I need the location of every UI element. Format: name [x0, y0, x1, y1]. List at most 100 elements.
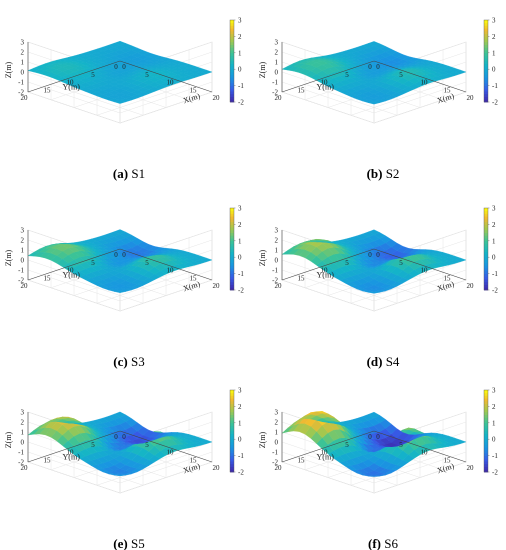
colorbar-segment [484, 414, 488, 418]
gridline [281, 451, 467, 484]
z-tick-label: 0 [21, 257, 25, 265]
z-axis-label: Z(m) [4, 431, 13, 448]
z-axis-label: Z(m) [258, 249, 267, 266]
z-tick-label: 0 [275, 439, 279, 447]
colorbar-segment [230, 420, 234, 424]
colorbar-segment [484, 265, 488, 269]
z-tick-label: 2 [21, 49, 25, 57]
colorbar-segment [484, 221, 488, 225]
colorbar-segment [230, 50, 234, 54]
colorbar-segment [230, 61, 234, 65]
colorbar-segment [484, 428, 488, 432]
colorbar-segment [230, 257, 234, 261]
x-tick-label: 20 [213, 464, 221, 472]
colorbar-segment [484, 268, 488, 272]
z-tick-label: 1 [275, 247, 279, 255]
colorbar-segment [484, 262, 488, 266]
y-tick-label: 10 [67, 267, 75, 275]
z-tick-label: 2 [275, 49, 279, 57]
y-tick-label: 10 [67, 449, 75, 457]
colorbar-segment [230, 91, 234, 95]
colorbar-segment [230, 392, 234, 396]
surface-panel-f: 0510152005101520-2-10123X(m)Y(m)Z(m)-2-1… [258, 387, 498, 550]
colorbar-segment [230, 400, 234, 405]
y-axis-line [27, 430, 121, 463]
x-tick-label: 15 [190, 274, 198, 282]
colorbar-tick-label: 1 [492, 237, 496, 245]
colorbar-segment [230, 246, 234, 250]
colorbar-tick-label: -2 [238, 287, 244, 295]
colorbar-segment [230, 224, 234, 228]
z-tick-label: -1 [18, 449, 24, 457]
colorbar-segment [484, 58, 488, 62]
x-axis-line [119, 248, 213, 281]
colorbar-segment [230, 208, 234, 212]
y-tick-label: 10 [321, 449, 329, 457]
colorbar-segment [230, 240, 234, 244]
colorbar-segment [230, 273, 234, 277]
x-tick-label: 10 [421, 267, 429, 275]
y-tick-label: 0 [114, 63, 118, 71]
colorbar-tick-label: 2 [238, 403, 242, 411]
colorbar-segment [484, 238, 488, 242]
z-tick-label: 0 [275, 257, 279, 265]
colorbar-segment [484, 392, 488, 396]
colorbar-segment [484, 91, 488, 95]
colorbar-segment [230, 450, 234, 454]
colorbar-segment [230, 403, 234, 407]
colorbar-tick-label: 0 [492, 254, 496, 262]
colorbar-segment [230, 47, 234, 51]
gridline [304, 84, 398, 116]
gridline [350, 272, 444, 304]
y-tick-label: 5 [345, 259, 349, 267]
colorbar-segment [484, 82, 488, 86]
colorbar-segment [230, 20, 234, 24]
colorbar-segment [484, 47, 488, 51]
gridline [27, 81, 213, 114]
colorbar-segment [230, 243, 234, 247]
colorbar-segment [230, 58, 234, 62]
z-axis-label: Z(m) [258, 61, 267, 78]
colorbar-segment [230, 39, 234, 43]
gridline [27, 461, 213, 494]
colorbar-segment [484, 74, 488, 78]
y-tick-label: 15 [44, 456, 52, 464]
colorbar-segment [484, 466, 488, 470]
caption-letter: (b) [367, 166, 383, 181]
y-axis-label: Y(m) [317, 270, 335, 279]
colorbar-segment [484, 409, 488, 413]
y-axis-line [27, 248, 121, 281]
x-tick-label: 20 [467, 282, 475, 290]
colorbar-tick-label: -2 [238, 469, 244, 477]
z-tick-label: 0 [275, 69, 279, 77]
y-tick-label: 0 [368, 63, 372, 71]
colorbar-segment [230, 259, 234, 264]
colorbar: -2 -1 0 1 2 3 [229, 205, 244, 295]
colorbar-segment [484, 270, 488, 274]
colorbar-segment [230, 458, 234, 462]
colorbar-segment [484, 39, 488, 43]
colorbar-segment [484, 276, 488, 280]
z-axis-label: Z(m) [4, 249, 13, 266]
caption-letter: (d) [367, 354, 383, 369]
colorbar-segment [484, 444, 488, 448]
colorbar-segment [484, 235, 488, 239]
colorbar-segment [230, 425, 234, 429]
y-tick-label: 20 [275, 94, 283, 102]
colorbar-segment [230, 279, 234, 283]
y-tick-label: 5 [345, 441, 349, 449]
colorbar-segment [484, 461, 488, 465]
colorbar-frame [229, 19, 235, 103]
colorbar-segment [484, 458, 488, 462]
colorbar-segment [484, 469, 488, 473]
colorbar-segment [230, 431, 234, 435]
colorbar-segment [484, 390, 488, 394]
colorbar-segment [230, 428, 234, 432]
gridline [281, 461, 467, 494]
z-tick-label: 3 [275, 39, 279, 47]
colorbar-segment [484, 218, 488, 223]
surface-patch [367, 229, 381, 236]
colorbar-segment [484, 425, 488, 429]
panel-caption: (c) S3 [113, 354, 144, 369]
colorbar-segment [230, 251, 234, 255]
